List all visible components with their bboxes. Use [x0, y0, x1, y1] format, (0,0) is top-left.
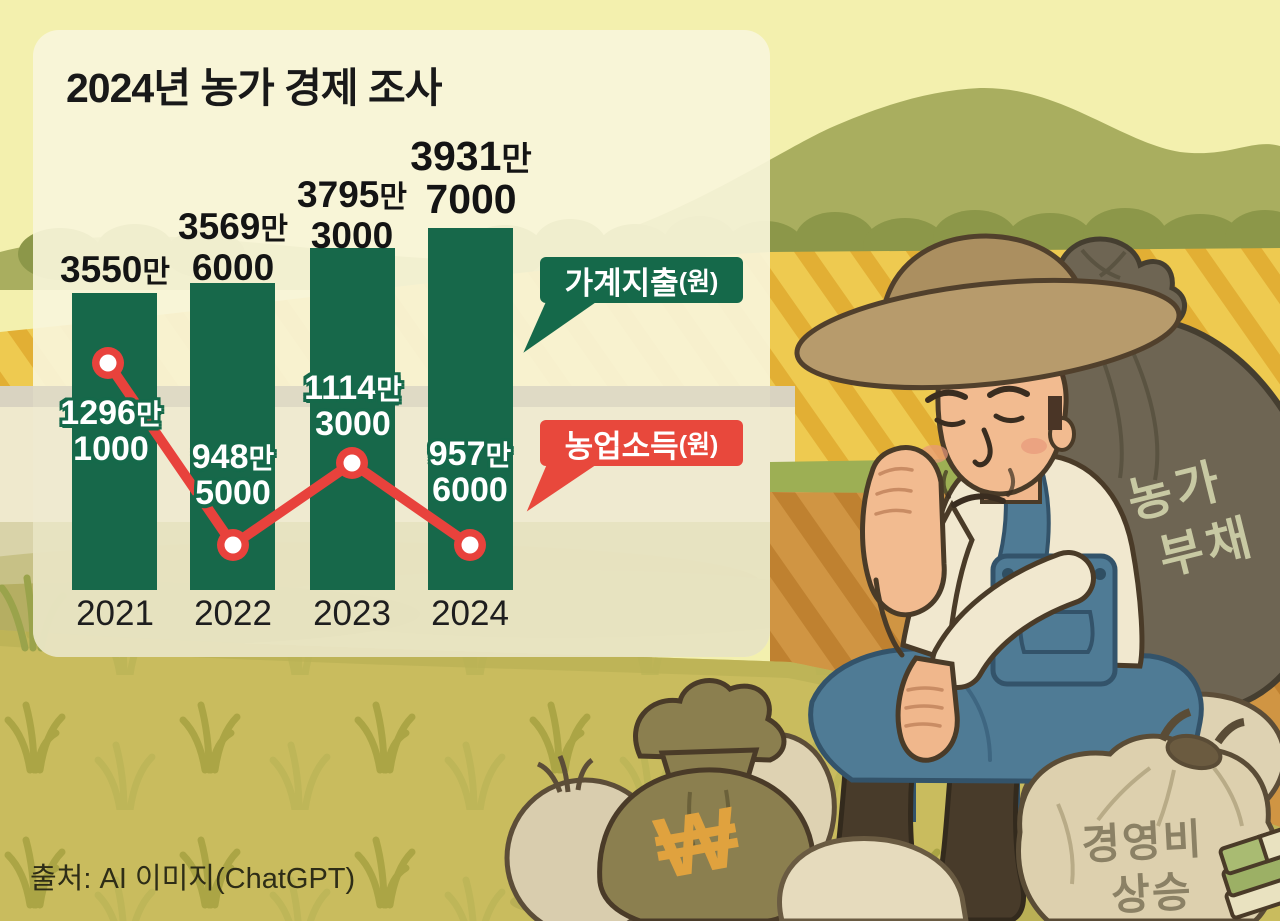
farmer-face-features	[925, 385, 1030, 508]
farmer-hat-brim	[794, 277, 1182, 391]
cost-sack-line2: 상승	[1110, 868, 1194, 919]
bar-2022	[190, 283, 275, 590]
farmer-hand	[895, 655, 960, 763]
bar-value-2023: 3795만 3000	[297, 174, 407, 256]
bar-value-2022: 3569만 6000	[178, 206, 288, 288]
expenditure-callout: 가계지출 (원)	[540, 257, 743, 303]
income-callout: 농업소득 (원)	[540, 420, 743, 466]
income-value-2021: 1296만 1000	[60, 394, 162, 468]
cost-sack-label: 경영비 상승	[1080, 815, 1221, 921]
source-credit: 출처: AI 이미지(ChatGPT)	[30, 863, 356, 895]
axis-year-2022: 2022	[194, 594, 272, 633]
axis-year-2023: 2023	[313, 594, 391, 633]
sack-pile: ₩	[504, 678, 969, 921]
income-value-2022: 948만 5000	[191, 438, 275, 512]
income-value-2024: 957만 6000	[428, 435, 512, 509]
cost-sack-line1: 경영비	[1080, 815, 1204, 868]
chart-title: 2024년 농가 경제 조사	[66, 65, 442, 111]
bar-value-2024: 3931만 7000	[410, 133, 532, 222]
axis-year-2021: 2021	[76, 594, 154, 633]
bar-value-2021: 3550만	[60, 249, 170, 290]
bar-2024	[428, 228, 513, 590]
won-symbol: ₩	[649, 789, 746, 898]
farmer	[794, 233, 1204, 921]
cost-sack: 경영비 상승	[1016, 708, 1280, 921]
axis-year-2024: 2024	[431, 594, 509, 633]
farmer-cheek-hand	[860, 445, 947, 618]
money-bag: ₩	[597, 678, 816, 921]
money-stack	[1218, 813, 1280, 920]
income-value-2023: 1114만 3000	[304, 369, 402, 443]
